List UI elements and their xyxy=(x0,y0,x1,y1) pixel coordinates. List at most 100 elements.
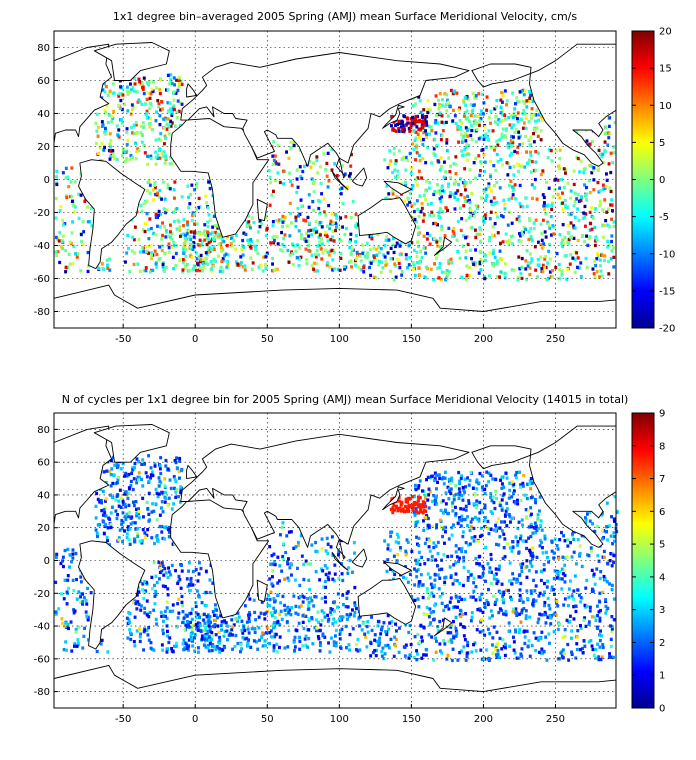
bin-cell xyxy=(610,655,613,659)
bin-cell xyxy=(164,464,168,468)
bin-cell xyxy=(434,544,438,548)
bin-cell xyxy=(538,612,542,616)
bin-cell xyxy=(608,652,611,656)
bin-cell xyxy=(334,641,338,645)
bin-cell xyxy=(328,650,332,654)
bin-cell xyxy=(460,474,464,478)
bin-cell xyxy=(295,168,299,172)
bin-cell xyxy=(463,638,467,642)
bin-cell xyxy=(474,556,478,561)
bin-cell xyxy=(354,263,357,267)
bin-cell xyxy=(460,549,463,554)
bin-cell xyxy=(208,578,212,582)
bin-cell xyxy=(545,180,548,184)
bin-cell xyxy=(607,162,611,166)
bin-cell xyxy=(574,604,578,608)
bin-cell xyxy=(354,240,358,244)
bin-cell xyxy=(391,236,395,241)
bin-cell xyxy=(596,554,600,558)
bin-cell xyxy=(146,633,150,637)
bin-cell xyxy=(524,539,528,543)
bin-cell xyxy=(530,481,534,485)
bin-cell xyxy=(356,254,360,258)
bin-cell xyxy=(563,634,567,639)
bin-cell xyxy=(248,224,252,228)
bin-cell xyxy=(566,205,569,209)
bin-cell xyxy=(459,622,463,626)
bin-cell xyxy=(449,257,453,261)
bin-cell xyxy=(432,610,435,614)
bin-cell xyxy=(345,646,348,650)
bin-cell xyxy=(604,598,607,602)
bin-cell xyxy=(176,88,180,92)
bin-cell xyxy=(267,593,270,597)
bin-cell xyxy=(184,247,188,252)
bin-cell xyxy=(154,138,158,142)
bin-cell xyxy=(310,253,314,257)
bin-cell xyxy=(543,265,546,270)
bin-cell xyxy=(452,90,456,94)
bin-cell xyxy=(392,152,396,156)
bin-cell xyxy=(310,599,314,603)
bin-cell xyxy=(207,636,211,640)
bin-cell xyxy=(390,115,394,119)
bin-cell xyxy=(329,612,333,616)
bin-cell xyxy=(609,203,613,207)
bin-cell xyxy=(404,155,408,160)
bin-cell xyxy=(169,230,172,234)
bin-cell xyxy=(585,185,588,190)
bin-cell xyxy=(190,617,194,622)
bin-cell xyxy=(319,643,322,647)
bin-cell xyxy=(237,615,241,619)
bin-cell xyxy=(489,581,493,586)
bin-cell xyxy=(449,176,452,180)
bin-cell xyxy=(520,256,524,261)
bin-cell xyxy=(128,542,132,546)
bin-cell xyxy=(581,216,585,221)
bin-cell xyxy=(495,262,499,266)
bin-cell xyxy=(429,125,433,129)
bin-cell xyxy=(534,160,538,164)
bin-cell xyxy=(427,545,431,549)
bin-cell xyxy=(478,500,482,505)
bin-cell xyxy=(173,196,176,200)
bin-cell xyxy=(115,481,119,485)
bin-cell xyxy=(414,102,417,106)
bin-cell xyxy=(491,614,494,618)
bin-cell xyxy=(453,605,457,609)
bin-cell xyxy=(68,240,72,244)
bin-cell xyxy=(298,639,302,644)
bin-cell xyxy=(530,237,533,241)
bin-cell xyxy=(163,142,166,146)
bin-cell xyxy=(154,233,158,237)
bin-cell xyxy=(438,476,442,480)
bin-cell xyxy=(281,521,285,525)
landmass xyxy=(93,42,170,81)
bin-cell xyxy=(357,624,361,628)
bin-cell xyxy=(246,641,250,645)
bin-cell xyxy=(429,621,433,625)
bin-cell xyxy=(77,216,81,220)
bin-cell xyxy=(141,125,145,129)
bin-cell xyxy=(326,185,330,189)
bin-cell xyxy=(530,183,534,187)
bin-cell xyxy=(219,233,223,237)
bin-cell xyxy=(576,207,580,211)
bin-cell xyxy=(561,207,565,211)
bin-cell xyxy=(454,121,458,126)
bin-cell xyxy=(556,547,560,551)
bin-cell xyxy=(185,643,189,647)
bin-cell xyxy=(500,529,504,533)
bin-cell xyxy=(204,234,207,238)
bin-cell xyxy=(498,119,502,123)
bin-cell xyxy=(602,161,606,165)
bin-cell xyxy=(281,214,285,219)
bin-cell xyxy=(415,575,419,579)
bin-cell xyxy=(440,195,444,199)
bin-cell xyxy=(411,123,415,128)
bin-cell xyxy=(503,271,507,275)
bin-cell xyxy=(141,484,145,488)
bin-cell xyxy=(444,530,447,534)
bin-cell xyxy=(530,257,534,261)
bin-cell xyxy=(436,629,440,633)
